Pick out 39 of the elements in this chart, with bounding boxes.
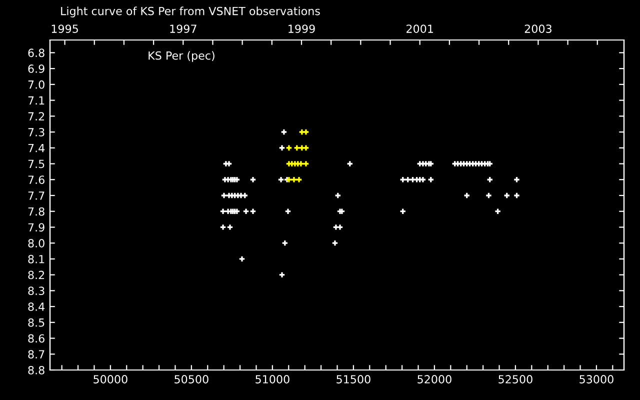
x2-tick-label: 2003: [524, 24, 552, 33]
y-tick-label: 7.9: [28, 223, 44, 232]
x-tick-label: 53000: [580, 375, 614, 384]
x2-tick-label: 1995: [52, 24, 78, 33]
point: [302, 128, 310, 136]
point: [298, 128, 306, 136]
y-tick-label: 7.3: [28, 128, 44, 136]
chart-title: Light curve of KS Per from VSNET observations: [61, 6, 320, 18]
y-tick-label: 7.7: [28, 192, 44, 200]
x2-tick-label: 1997: [170, 24, 196, 33]
x2-tick-label: 1999: [288, 24, 315, 33]
x-tick-label: 52500: [498, 375, 532, 384]
x-tick-label: 51000: [256, 375, 290, 384]
y-tick-label: 7.8: [28, 207, 44, 216]
y-tick-label: 7.5: [28, 160, 44, 168]
y-tick-label: 7.6: [28, 176, 44, 184]
y-tick-label: 7.0: [28, 80, 44, 89]
y-tick-label: 8.6: [28, 334, 44, 343]
y-tick-label: 7.2: [28, 112, 44, 120]
y-tick-label: 8.5: [28, 318, 44, 327]
y-tick-label: 8.1: [28, 254, 44, 264]
y-tick-label: 7.4: [28, 144, 45, 152]
x-tick-label: 52000: [418, 375, 452, 384]
x-tick-label: 51500: [336, 375, 370, 384]
y-tick-label: 8.0: [28, 239, 44, 248]
annotation: KS Per (pec): [148, 51, 214, 62]
y-tick-label: 8.3: [28, 286, 44, 296]
y-tick-label: 8.7: [28, 350, 44, 359]
x2-tick-label: 2001: [406, 24, 433, 33]
y-tick-label: 8.4: [28, 302, 45, 311]
x-tick-label: 50500: [174, 375, 208, 384]
y-tick-label: 8.8: [28, 366, 44, 374]
point: [286, 144, 292, 152]
y-tick-label: 6.9: [28, 64, 44, 73]
x-tick-label: 50000: [94, 375, 128, 384]
y-tick-label: 8.2: [28, 270, 44, 280]
point: [302, 144, 310, 152]
y-tick-label: 7.1: [28, 96, 44, 105]
y-tick-label: 6.8: [28, 48, 44, 58]
